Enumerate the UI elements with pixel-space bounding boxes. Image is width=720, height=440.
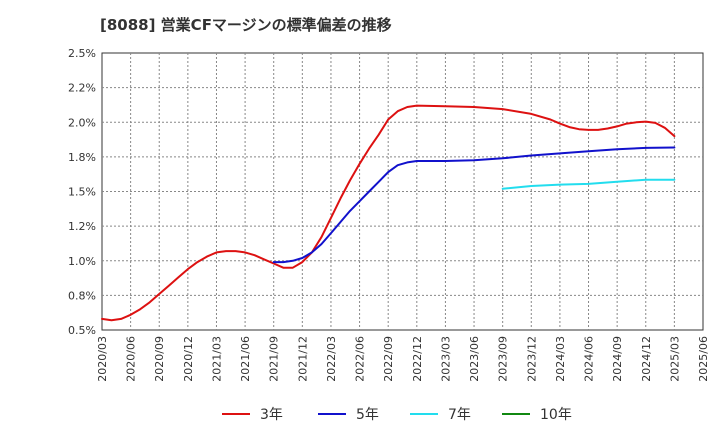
x-tick-label: 2023/06 <box>468 336 481 382</box>
x-tick-label: 2024/12 <box>640 336 653 382</box>
y-tick-label: 0.8% <box>68 289 96 302</box>
legend-label[interactable]: 5年 <box>356 407 379 423</box>
y-tick-label: 1.2% <box>68 220 96 233</box>
x-tick-label: 2020/03 <box>96 336 109 382</box>
legend-label[interactable]: 7年 <box>448 407 471 423</box>
x-tick-label: 2020/09 <box>153 336 166 382</box>
legend-label[interactable]: 10年 <box>540 407 572 423</box>
x-tick-label: 2024/09 <box>611 336 624 382</box>
y-tick-label: 1.5% <box>68 186 96 199</box>
series-line-3年 <box>101 104 676 322</box>
chart-title: [8088] 営業CFマージンの標準偏差の推移 <box>100 16 392 34</box>
x-tick-label: 2022/09 <box>382 336 395 382</box>
x-tick-label: 2025/06 <box>697 336 710 382</box>
legend-label[interactable]: 3年 <box>260 407 283 423</box>
x-tick-label: 2025/03 <box>668 336 681 382</box>
x-tick-label: 2020/06 <box>125 336 138 382</box>
x-tick-label: 2022/03 <box>325 336 338 382</box>
x-tick-label: 2022/12 <box>411 336 424 382</box>
y-tick-label: 1.8% <box>68 151 96 164</box>
x-tick-label: 2020/12 <box>182 336 195 382</box>
y-tick-label: 0.5% <box>68 324 96 337</box>
series-line-5年 <box>272 146 676 264</box>
x-tick-label: 2021/03 <box>210 336 223 382</box>
x-tick-label: 2023/03 <box>439 336 452 382</box>
y-tick-label: 1.0% <box>68 255 96 268</box>
x-tick-label: 2024/03 <box>554 336 567 382</box>
x-tick-label: 2022/06 <box>354 336 367 382</box>
y-tick-label: 2.2% <box>68 82 96 95</box>
series-line-7年 <box>501 178 676 190</box>
x-tick-label: 2021/06 <box>239 336 252 382</box>
x-tick-label: 2023/09 <box>497 336 510 382</box>
x-tick-label: 2021/12 <box>296 336 309 382</box>
x-tick-label: 2021/09 <box>268 336 281 382</box>
y-tick-label: 2.5% <box>68 47 96 60</box>
x-tick-label: 2023/12 <box>525 336 538 382</box>
x-tick-label: 2024/06 <box>583 336 596 382</box>
y-tick-label: 2.0% <box>68 116 96 129</box>
